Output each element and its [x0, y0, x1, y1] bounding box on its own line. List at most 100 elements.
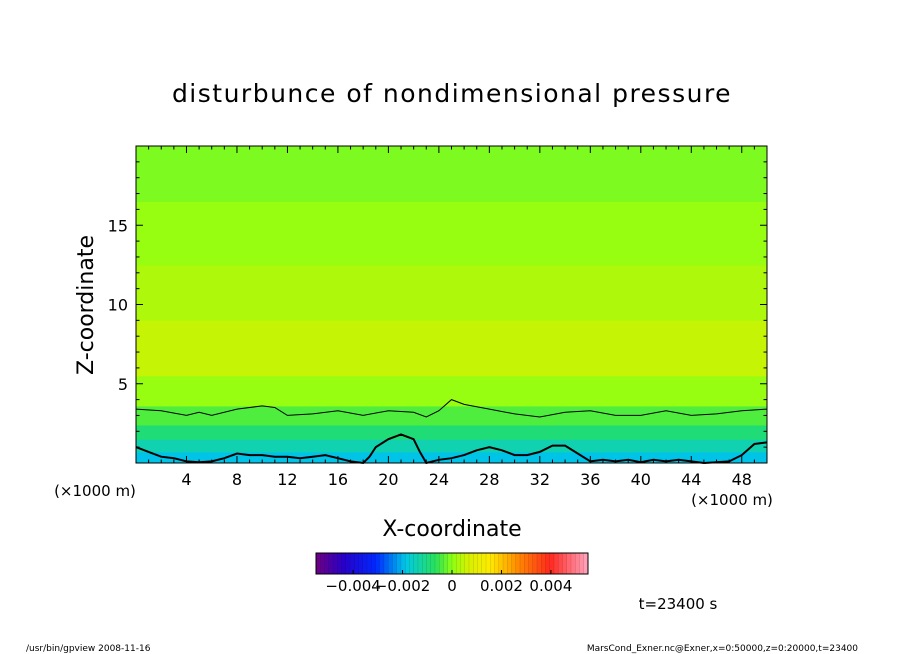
- x-unit-right: (×1000 m): [691, 491, 773, 509]
- colorbar-cell: [558, 553, 563, 574]
- colorbar-cell: [354, 553, 359, 574]
- y-tick-label: 10: [108, 296, 128, 315]
- colorbar-tick-label: −0.002: [375, 577, 431, 595]
- colorbar-cell: [494, 553, 500, 574]
- heatmap-band: [136, 439, 767, 453]
- colorbar-cell: [464, 553, 470, 574]
- colorbar-cell: [358, 553, 364, 574]
- x-tick-label: 40: [631, 470, 651, 489]
- x-tick-label: 24: [429, 470, 449, 489]
- colorbar-cell: [392, 553, 398, 574]
- colorbar-cell: [477, 553, 483, 574]
- colorbar-cell: [409, 553, 415, 574]
- heatmap-band: [136, 375, 767, 407]
- colorbar-cell: [541, 553, 546, 574]
- colorbar-cell: [486, 553, 491, 574]
- heatmap-field: [136, 146, 767, 464]
- colorbar-cell: [413, 553, 419, 574]
- colorbar-cell: [333, 553, 338, 574]
- colorbar-cell: [405, 553, 410, 574]
- footer-right: MarsCond_Exner.nc@Exner,x=0:50000,z=0:20…: [587, 644, 858, 654]
- colorbar-cell: [562, 553, 568, 574]
- colorbar-cell: [401, 553, 406, 574]
- colorbar-cell: [460, 553, 466, 574]
- time-label: t=23400 s: [639, 595, 718, 613]
- colorbar-cell: [350, 553, 355, 574]
- colorbar-tick-label: 0.004: [529, 577, 572, 595]
- heatmap-band: [136, 320, 767, 377]
- colorbar-cell: [324, 553, 330, 574]
- colorbar-cell: [447, 553, 453, 574]
- colorbar-cell: [379, 553, 385, 574]
- colorbar-cell: [490, 553, 495, 574]
- colorbar-cell: [579, 553, 585, 574]
- y-tick-label: 5: [118, 375, 128, 394]
- colorbar-cell: [469, 553, 474, 574]
- colorbar-cell: [345, 553, 351, 574]
- colorbar-gradient: [315, 553, 589, 574]
- colorbar-tick-label: 0: [447, 577, 457, 595]
- colorbar: −0.004−0.002 0 0.002 0.004: [315, 552, 589, 595]
- x-tick-label: 48: [732, 470, 752, 489]
- colorbar-cell: [426, 553, 432, 574]
- x-tick-label: 4: [181, 470, 191, 489]
- colorbar-cell: [537, 553, 542, 574]
- x-tick-label: 28: [479, 470, 499, 489]
- colorbar-cell: [430, 553, 436, 574]
- colorbar-cell: [375, 553, 381, 574]
- colorbar-cell: [571, 553, 576, 574]
- y-tick-label: 15: [108, 216, 128, 235]
- colorbar-cell: [328, 553, 334, 574]
- colorbar-cell: [549, 553, 555, 574]
- colorbar-cell: [384, 553, 389, 574]
- contour-line: [135, 399, 768, 418]
- colorbar-cell: [503, 553, 508, 574]
- colorbar-cell: [520, 553, 525, 574]
- colorbar-cell: [320, 553, 325, 574]
- heatmap-band: [136, 424, 767, 440]
- colorbar-cell: [532, 553, 538, 574]
- x-unit-left: (×1000 m): [54, 482, 136, 500]
- colorbar-tick-label: −0.004: [325, 577, 381, 595]
- colorbar-cell: [545, 553, 551, 574]
- colorbar-cell: [362, 553, 368, 574]
- colorbar-cell: [511, 553, 517, 574]
- colorbar-cell: [498, 553, 504, 574]
- y-axis-label: Z-coordinate: [74, 235, 99, 375]
- colorbar-cell: [371, 553, 376, 574]
- heatmap-band: [136, 264, 767, 321]
- colorbar-cell: [443, 553, 449, 574]
- x-tick-label: 12: [277, 470, 297, 489]
- colorbar-cell: [396, 553, 402, 574]
- colorbar-cell: [452, 553, 457, 574]
- colorbar-cell: [422, 553, 427, 574]
- plot-area: [135, 145, 768, 465]
- colorbar-cell: [575, 553, 580, 574]
- x-tick-label: 36: [580, 470, 600, 489]
- colorbar-cell: [435, 553, 440, 574]
- footer-left: /usr/bin/gpview 2008-11-16: [26, 644, 151, 654]
- x-tick-label: 44: [681, 470, 701, 489]
- chart-title: disturbunce of nondimensional pressure: [172, 79, 732, 108]
- colorbar-cell: [515, 553, 521, 574]
- x-tick-label: 16: [328, 470, 348, 489]
- colorbar-cell: [418, 553, 423, 574]
- colorbar-cell: [439, 553, 444, 574]
- colorbar-cell: [583, 553, 589, 574]
- colorbar-cell: [388, 553, 393, 574]
- colorbar-tick-label: 0.002: [480, 577, 523, 595]
- x-tick-label: 32: [530, 470, 550, 489]
- colorbar-cell: [473, 553, 478, 574]
- colorbar-cell: [367, 553, 372, 574]
- colorbar-cell: [554, 553, 559, 574]
- colorbar-cell: [566, 553, 572, 574]
- x-tick-label: 20: [378, 470, 398, 489]
- axis-ticks: [136, 146, 767, 463]
- colorbar-cell: [316, 553, 321, 574]
- colorbar-cell: [528, 553, 534, 574]
- heatmap-band: [136, 201, 767, 266]
- colorbar-cell: [524, 553, 529, 574]
- colorbar-cell: [341, 553, 347, 574]
- colorbar-cell: [481, 553, 487, 574]
